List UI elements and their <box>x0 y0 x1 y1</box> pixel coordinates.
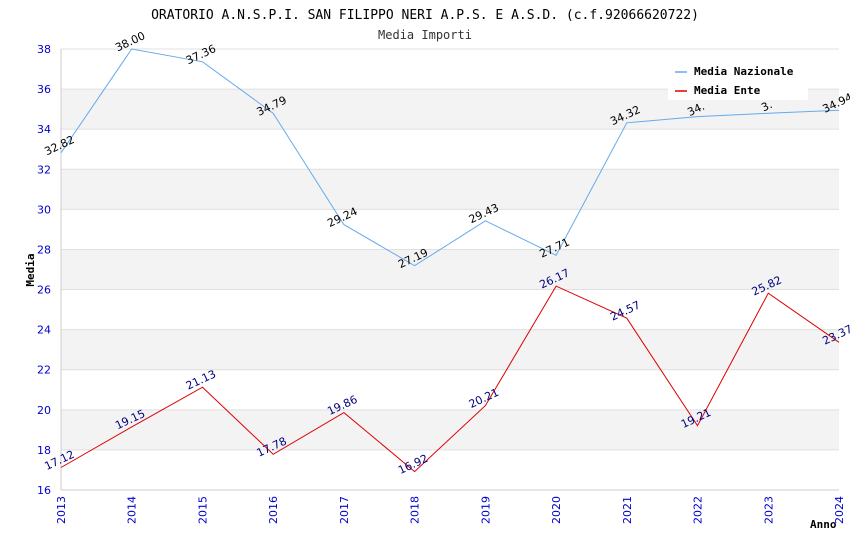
x-tick-label: 2013 <box>55 496 68 524</box>
plot-band <box>61 289 839 330</box>
series-lines <box>60 48 840 473</box>
x-tick-label: 2017 <box>338 496 351 524</box>
y-tick-label: 20 <box>37 404 51 417</box>
x-tick-label: 2019 <box>479 496 492 524</box>
y-tick-label: 30 <box>37 203 51 216</box>
y-tick-label: 26 <box>37 284 51 297</box>
legend-label-media-nazionale: Media Nazionale <box>694 65 794 78</box>
y-tick-label: 38 <box>37 43 51 56</box>
y-tick-label: 28 <box>37 243 51 256</box>
plot-band <box>61 449 839 490</box>
x-tick-label: 2015 <box>196 496 209 524</box>
plot-band <box>61 169 839 210</box>
legend-label-media-ente: Media Ente <box>694 84 761 97</box>
x-tick-label: 2021 <box>621 496 634 524</box>
y-tick-labels: 16 18 20 22 24 26 28 30 32 34 36 38 <box>37 43 51 497</box>
y-tick-label: 32 <box>37 163 51 176</box>
x-tick-label: 2016 <box>267 496 280 524</box>
x-tick-labels: 2013 2014 2015 2016 2017 2018 2019 2020 2021 2022… <box>55 496 846 524</box>
plot-background-bands <box>61 49 839 490</box>
plot-band <box>61 369 839 410</box>
plot-band <box>61 329 839 370</box>
y-tick-label: 36 <box>37 83 51 96</box>
x-tick-label: 2018 <box>409 496 422 524</box>
x-tick-label: 2020 <box>550 496 563 524</box>
series-line-media-nazionale <box>60 48 840 267</box>
y-tick-label: 22 <box>37 364 51 377</box>
legend: Media Nazionale Media Ente <box>668 60 808 100</box>
x-tick-label: 2014 <box>126 496 139 524</box>
chart-subtitle: Media Importi <box>378 28 472 42</box>
x-axis-label: Anno <box>810 518 837 531</box>
plot-band <box>61 129 839 170</box>
y-axis-label: Media <box>24 253 37 286</box>
series-line-media-ente <box>60 285 840 473</box>
chart-title: ORATORIO A.N.S.P.I. SAN FILIPPO NERI A.P… <box>151 8 699 23</box>
data-label: 3. <box>759 98 774 114</box>
y-tick-label: 16 <box>37 484 51 497</box>
legend-box <box>668 60 808 100</box>
y-tick-label: 24 <box>37 324 51 337</box>
x-tick-label: 2022 <box>692 496 705 524</box>
y-tick-label: 18 <box>37 444 51 457</box>
plot-band <box>61 249 839 290</box>
plot-band <box>61 409 839 450</box>
x-tick-label: 2023 <box>762 496 775 524</box>
y-tick-label: 34 <box>37 123 51 136</box>
x-tick-label: 2024 <box>833 496 846 524</box>
